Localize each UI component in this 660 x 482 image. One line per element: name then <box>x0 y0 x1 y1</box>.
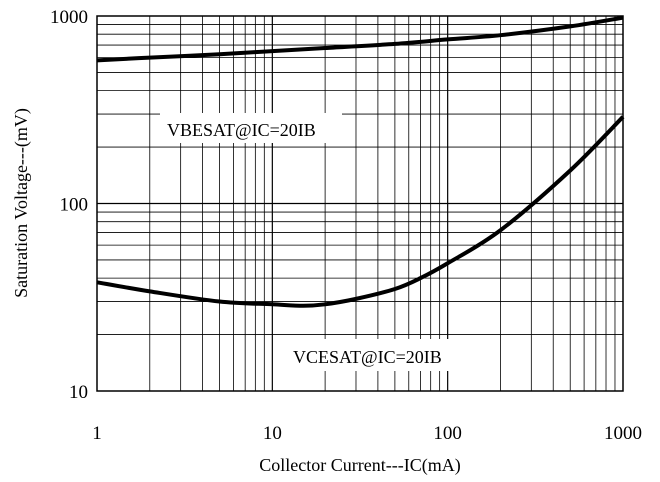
annotation-vbesat: VBESAT@IC=20IB <box>167 120 316 140</box>
vbesat-series-line <box>96 15 624 63</box>
y-tick-label: 10 <box>69 382 88 403</box>
y-axis-title: Saturation Voltage---(mV) <box>11 108 32 298</box>
annotations: VBESAT@IC=20IB VCESAT@IC=20IB <box>160 113 475 371</box>
x-axis-title: Collector Current---IC(mA) <box>259 455 460 476</box>
annotation-vcesat-background <box>280 339 475 371</box>
y-tick-label: 100 <box>60 195 89 216</box>
x-tick-label: 10 <box>263 423 282 444</box>
data-series <box>96 15 625 308</box>
plot-frame <box>96 15 624 392</box>
grid-lines <box>97 16 623 391</box>
annotation-vbesat-background <box>160 113 342 143</box>
y-tick-label: 1000 <box>50 7 88 28</box>
annotation-vcesat: VCESAT@IC=20IB <box>293 347 442 367</box>
x-tick-label: 1000 <box>604 423 642 444</box>
x-tick-label: 100 <box>433 423 462 444</box>
x-tick-label: 1 <box>92 423 102 444</box>
vcesat-series-line <box>96 115 625 308</box>
